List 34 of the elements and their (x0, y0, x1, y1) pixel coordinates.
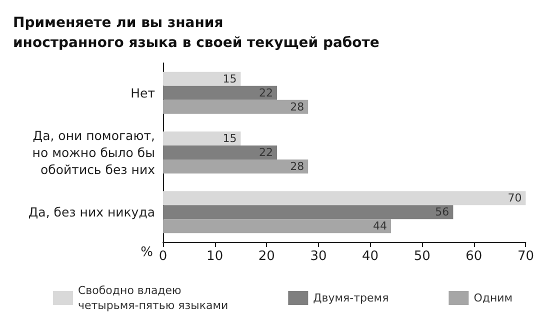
data-label: 44 (373, 220, 387, 233)
bar (163, 219, 391, 234)
bar (163, 146, 277, 160)
bar (163, 160, 308, 174)
bar (163, 191, 526, 206)
x-tick-label: 0 (158, 249, 168, 264)
bar (163, 205, 454, 220)
bar (163, 72, 241, 86)
data-label: 22 (259, 86, 273, 100)
bar (163, 86, 277, 100)
x-tick-label: 20 (258, 249, 275, 264)
y-tick-label: Да, без них никуда (28, 204, 155, 220)
x-tick-label: 10 (206, 249, 224, 264)
bar (163, 100, 308, 114)
data-label: 70 (508, 192, 522, 205)
x-tick-label: 30 (310, 249, 327, 264)
legend-label: Двумя-тремя (313, 292, 389, 304)
x-tick-label: 70 (517, 249, 534, 264)
bar (163, 132, 241, 146)
data-label: 22 (259, 146, 273, 159)
data-label: 28 (290, 100, 304, 114)
x-tick-label: 40 (362, 249, 379, 264)
data-label: 15 (222, 72, 237, 86)
legend-label: Одним (474, 292, 513, 304)
data-label: 28 (290, 160, 304, 173)
x-axis-title: % (140, 245, 153, 260)
x-tick-label: 50 (414, 249, 430, 264)
chart-title: Применяете ли вы знания иностранного языка в своей текущей работе (13, 15, 380, 51)
data-label: 56 (435, 206, 450, 219)
legend-label: Свободно владею четырьмя-пятью языками (78, 284, 228, 312)
y-tick-label: Нет (130, 85, 155, 100)
y-tick-label: Да, они помогают, но можно было бы обойтись без них (32, 128, 155, 177)
data-label: 15 (222, 132, 237, 145)
x-tick-label: 60 (466, 249, 482, 264)
